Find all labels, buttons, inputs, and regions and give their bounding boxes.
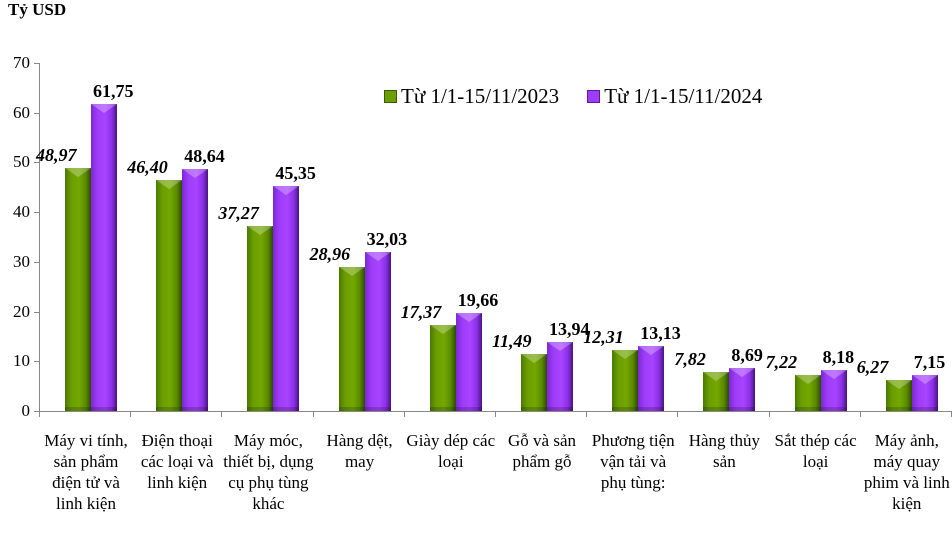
bar-2023 [521,353,547,412]
y-tick-mark [34,361,39,363]
legend: Từ 1/1-15/11/2023 Từ 1/1-15/11/2024 [384,84,762,109]
legend-swatch-purple [587,90,601,103]
category-label: Máy móc, thiết bị, dụng cụ phụ tùng khác [223,431,314,513]
value-label-2023: 48,97 [36,144,77,165]
bar-2024 [455,313,482,411]
y-tick-label: 40 [13,202,30,222]
value-label-2023: 11,49 [492,330,532,351]
x-tick-mark [221,411,223,417]
y-tick-label: 70 [13,53,30,72]
bar-2023 [612,349,639,412]
bar-2024 [729,367,756,412]
value-label-2024: 13,13 [640,322,681,343]
y-tick-mark [34,63,39,64]
x-tick-mark [859,411,861,417]
bar-2023 [794,375,821,411]
y-tick-label: 60 [13,102,30,122]
y-tick-mark [34,261,39,263]
value-label-2023: 6,27 [856,356,889,377]
value-label-2023: 17,37 [400,301,442,322]
y-tick-label: 0 [21,401,31,420]
value-label-2023: 46,40 [127,157,168,178]
x-tick-mark [403,411,405,417]
y-axis [39,63,40,411]
x-tick-mark [677,411,679,417]
y-tick-label: 30 [13,251,30,271]
bar-2023 [703,372,730,411]
category-label: Hàng dệt, may [326,431,393,471]
value-label-2024: 13,94 [549,318,590,339]
value-label-2024: 32,03 [366,228,408,249]
legend-swatch-green [384,90,397,103]
value-label-2024: 61,75 [93,81,134,101]
y-tick-mark [34,411,39,412]
value-label-2023: 7,22 [765,352,798,373]
bar-2023 [429,324,456,412]
bar-2023 [247,225,274,412]
x-tick-mark [495,411,496,417]
category-label: Sắt thép các loại [774,431,857,471]
category-label: Điện thoại các loại và linh kiện [140,431,214,492]
y-tick-mark [34,162,39,164]
x-tick-mark [586,411,588,417]
bar-2023 [156,180,183,411]
value-label-2024: 8,18 [822,347,855,368]
bar-2024 [911,375,938,411]
bar-2024 [182,169,209,411]
legend-label-2024: Từ 1/1-15/11/2024 [604,84,763,108]
value-label-2024: 7,15 [913,352,946,373]
value-label-2024: 19,66 [457,290,499,311]
x-tick-mark [768,411,770,417]
bar-2024 [638,345,665,412]
x-tick-mark [312,411,314,417]
y-tick-label: 50 [13,152,30,172]
legend-item-2023: Từ 1/1-15/11/2023 [384,84,559,109]
legend-item-2024: Từ 1/1-15/11/2024 [587,84,762,109]
category-label: Máy vi tính, sản phẩm điện tử và linh ki… [44,431,128,513]
y-tick-mark [34,212,39,214]
y-tick-label: 20 [13,301,30,321]
bar-2024 [547,341,573,412]
value-label-2023: 7,82 [674,349,706,370]
bar-2024 [364,251,391,412]
x-tick-mark [130,411,132,417]
category-label: Giày dép các loại [406,431,496,471]
value-label-2023: 37,27 [218,202,259,223]
value-label-2024: 45,35 [275,162,316,183]
value-label-2024: 8,69 [731,344,763,365]
bar-2024 [273,185,300,412]
category-label: Máy ảnh, máy quay phim và linh kiện [863,431,950,513]
value-label-2023: 28,96 [309,244,351,265]
y-tick-mark [34,112,39,114]
category-label: Hàng thủy sản [688,431,761,471]
value-label-2023: 12,31 [583,326,624,347]
category-label: Phương tiện vận tải và phụ tùng: [591,431,675,492]
category-label: Gỗ và sản phẩm gỗ [508,431,576,471]
value-label-2024: 48,64 [184,146,225,167]
bar-2023 [65,167,91,412]
x-tick-mark [39,411,40,417]
y-tick-mark [34,311,39,313]
legend-label-2023: Từ 1/1-15/11/2023 [401,84,560,108]
bar-2024 [91,104,117,411]
y-tick-label: 10 [13,351,30,371]
y-unit-label: Tỷ USD [8,0,67,19]
bar-2023 [885,379,912,412]
bar-2023 [338,267,365,411]
bar-2024 [820,370,847,411]
